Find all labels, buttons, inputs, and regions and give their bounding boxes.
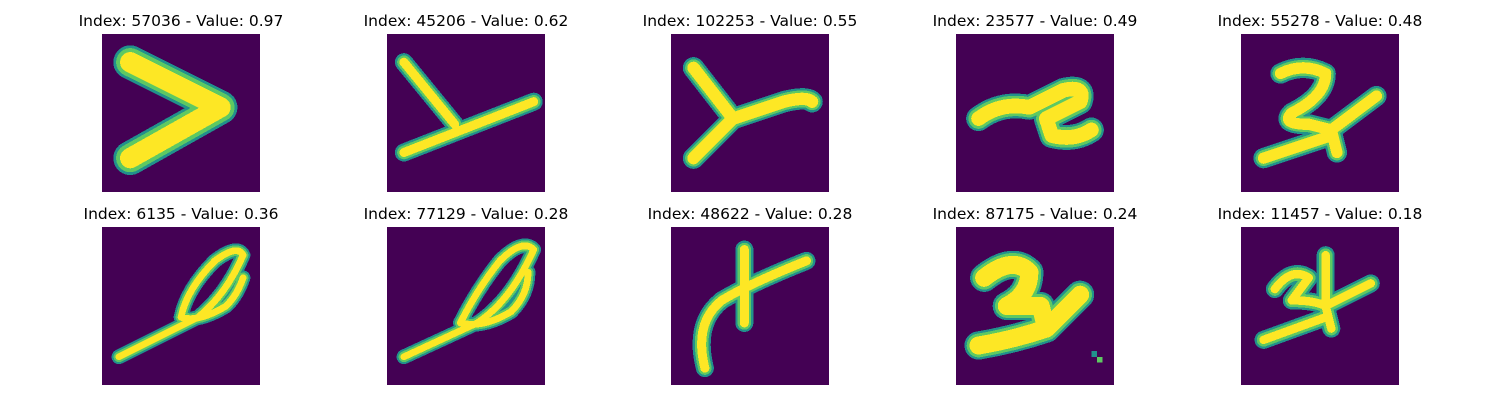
glyph-image-chevron (102, 34, 260, 192)
glyph-image-loop-b (387, 227, 545, 385)
glyph-image-y-curl (671, 34, 829, 192)
panel-10: Index: 11457 - Value: 0.18 (1218, 204, 1422, 394)
glyph-image-two-loop (1241, 34, 1399, 192)
panel-5: Index: 55278 - Value: 0.48 (1218, 11, 1422, 201)
panel-6: Index: 6135 - Value: 0.36 (84, 204, 278, 394)
panel-title: Index: 45206 - Value: 0.62 (363, 12, 569, 30)
panel-title: Index: 23577 - Value: 0.49 (932, 12, 1138, 30)
panel-title: Index: 55278 - Value: 0.48 (1217, 12, 1423, 30)
panel-4: Index: 23577 - Value: 0.49 (933, 11, 1137, 201)
panel-3: Index: 102253 - Value: 0.55 (643, 11, 857, 201)
panel-7: Index: 77129 - Value: 0.28 (364, 204, 568, 394)
glyph-image-thin-two (1241, 227, 1399, 385)
panel-1: Index: 57036 - Value: 0.97 (79, 11, 283, 201)
panel-8: Index: 48622 - Value: 0.28 (648, 204, 852, 394)
glyph-image-bold-two (956, 227, 1114, 385)
glyph-image-zigzag (956, 34, 1114, 192)
panel-title: Index: 77129 - Value: 0.28 (363, 205, 569, 223)
panel-title: Index: 102253 - Value: 0.55 (642, 12, 858, 30)
panel-title: Index: 11457 - Value: 0.18 (1217, 205, 1423, 223)
panel-title: Index: 87175 - Value: 0.24 (932, 205, 1138, 223)
glyph-image-cross-curve (671, 227, 829, 385)
glyph-image-loop-a (102, 227, 260, 385)
panel-9: Index: 87175 - Value: 0.24 (933, 204, 1137, 394)
panel-title: Index: 6135 - Value: 0.36 (83, 205, 279, 223)
glyph-image-y-slant (387, 34, 545, 192)
panel-title: Index: 57036 - Value: 0.97 (78, 12, 284, 30)
panel-title: Index: 48622 - Value: 0.28 (647, 205, 853, 223)
panel-2: Index: 45206 - Value: 0.62 (364, 11, 568, 201)
